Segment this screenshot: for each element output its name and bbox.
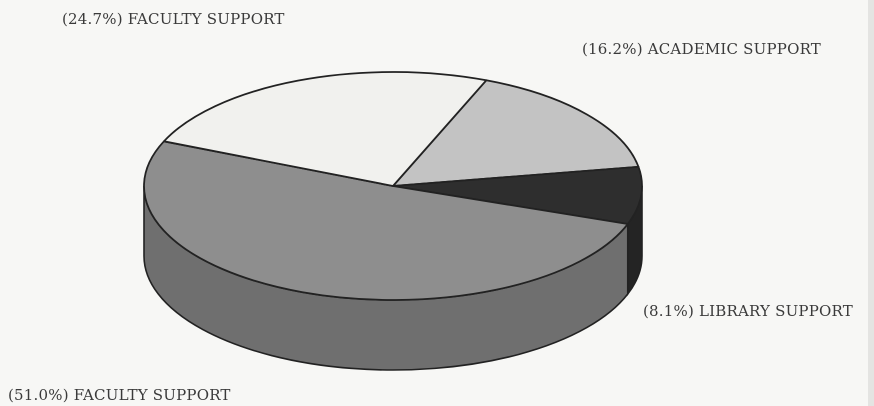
- page-edge: [868, 0, 874, 406]
- pie-slice-0: [392, 79, 640, 187]
- slice-label-0: (16.2%) ACADEMIC SUPPORT: [582, 40, 821, 58]
- slice-labels: (16.2%) ACADEMIC SUPPORT (8.1%) LIBRARY S…: [8, 10, 853, 404]
- slice-label-2: (51.0%) FACULTY SUPPORT: [8, 386, 231, 404]
- slice-label-3: (24.7%) FACULTY SUPPORT: [62, 10, 285, 28]
- pie-slices: [143, 71, 643, 371]
- pie-slice-3: [163, 71, 488, 187]
- slice-label-1: (8.1%) LIBRARY SUPPORT: [643, 302, 853, 320]
- pie-slice-2: [143, 140, 629, 301]
- pie-slice-1: [392, 165, 643, 225]
